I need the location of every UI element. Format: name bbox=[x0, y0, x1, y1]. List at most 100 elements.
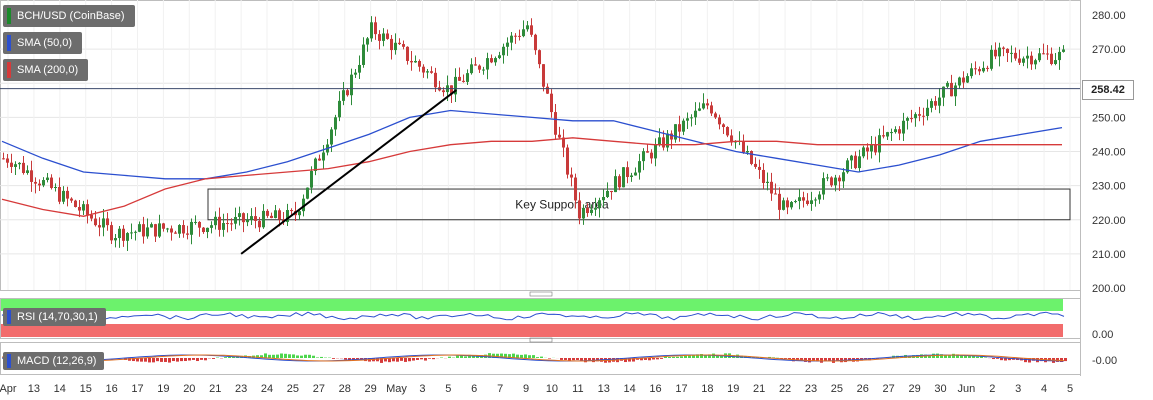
candle-body bbox=[582, 207, 585, 219]
macd-histogram-bar bbox=[384, 358, 387, 362]
legend-sma50[interactable]: SMA (50,0) bbox=[3, 32, 83, 54]
macd-histogram-bar bbox=[964, 354, 967, 358]
candle-body bbox=[2, 158, 5, 160]
candle-body bbox=[1062, 49, 1065, 52]
macd-histogram-bar bbox=[192, 358, 195, 360]
candle-body bbox=[530, 25, 533, 35]
candle-body bbox=[422, 66, 425, 73]
candle-body bbox=[246, 219, 249, 223]
x-tick-label: 10 bbox=[546, 383, 558, 395]
macd-histogram-bar bbox=[864, 358, 867, 359]
legend-symbol[interactable]: BCH/USD (CoinBase) bbox=[3, 5, 135, 27]
candle-body bbox=[474, 64, 477, 66]
candle-body bbox=[914, 114, 917, 119]
candle-body bbox=[690, 117, 693, 119]
macd-histogram-bar bbox=[628, 358, 631, 362]
macd-histogram-bar bbox=[520, 354, 523, 358]
candle-body bbox=[774, 193, 777, 195]
candle-body bbox=[118, 228, 121, 239]
candle-body bbox=[982, 67, 985, 72]
macd-histogram-bar bbox=[1000, 358, 1003, 361]
candle-body bbox=[338, 100, 341, 118]
candle-body bbox=[930, 101, 933, 108]
macd-histogram-bar bbox=[396, 358, 399, 362]
x-tick-label: 3 bbox=[419, 383, 425, 395]
macd-histogram-bar bbox=[752, 356, 755, 358]
candle-body bbox=[842, 172, 845, 182]
support-area-label: Key Support area bbox=[515, 197, 609, 211]
candle-body bbox=[910, 118, 913, 120]
macd-histogram-bar bbox=[464, 356, 467, 358]
macd-histogram-bar bbox=[676, 356, 679, 358]
candle-body bbox=[918, 114, 921, 116]
macd-histogram-bar bbox=[824, 358, 827, 362]
x-tick-label: 29 bbox=[365, 383, 377, 395]
x-tick-label: Jun bbox=[958, 383, 976, 395]
macd-histogram-bar bbox=[1064, 358, 1067, 362]
candle-body bbox=[502, 46, 505, 56]
macd-histogram-bar bbox=[992, 358, 995, 360]
candle-body bbox=[954, 85, 957, 97]
macd-histogram-bar bbox=[400, 358, 403, 361]
candle-body bbox=[726, 127, 729, 136]
candle-body bbox=[762, 169, 765, 183]
macd-histogram-bar bbox=[508, 354, 511, 358]
macd-histogram-bar bbox=[784, 358, 787, 359]
macd-line bbox=[1, 354, 1065, 362]
candle-body bbox=[674, 124, 677, 140]
rsi-label[interactable]: RSI (14,70,30,1) bbox=[3, 308, 106, 326]
macd-histogram-bar bbox=[944, 354, 947, 358]
candle-body bbox=[82, 204, 85, 211]
candle-body bbox=[562, 137, 565, 148]
candle-body bbox=[434, 72, 437, 88]
x-tick-label: 25 bbox=[831, 383, 843, 395]
candle-body bbox=[1030, 55, 1033, 65]
candle-body bbox=[1022, 58, 1025, 63]
candle-body bbox=[626, 167, 629, 177]
candle-body bbox=[766, 181, 769, 183]
x-tick-label: 22 bbox=[779, 383, 791, 395]
macd-histogram-bar bbox=[532, 355, 535, 358]
macd-histogram-bar bbox=[848, 358, 851, 361]
candle-body bbox=[878, 135, 881, 153]
candle-body bbox=[150, 224, 153, 228]
macd-histogram-bar bbox=[184, 358, 187, 362]
macd-histogram-bar bbox=[432, 358, 435, 360]
candle-body bbox=[810, 200, 813, 204]
candle-body bbox=[1042, 53, 1045, 55]
macd-label[interactable]: MACD (12,26,9) bbox=[3, 352, 105, 370]
candle-body bbox=[202, 227, 205, 233]
macd-histogram-bar bbox=[980, 356, 983, 358]
candle-body bbox=[30, 170, 33, 182]
rsi-swatch bbox=[7, 310, 11, 324]
candle-body bbox=[46, 177, 49, 181]
x-tick-label: 7 bbox=[497, 383, 503, 395]
macd-histogram-bar bbox=[960, 354, 963, 358]
candle-body bbox=[866, 147, 869, 152]
macd-histogram-bar bbox=[168, 358, 171, 363]
macd-histogram-bar bbox=[1008, 358, 1011, 361]
candle-body bbox=[94, 218, 97, 226]
candle-body bbox=[58, 187, 61, 202]
x-tick-label: Apr bbox=[0, 383, 17, 395]
price-panel-border bbox=[0, 0, 1081, 291]
macd-histogram-bar bbox=[272, 354, 275, 358]
candle-body bbox=[486, 58, 489, 70]
macd-histogram-bar bbox=[256, 355, 259, 358]
macd-histogram-bar bbox=[524, 354, 527, 358]
macd-tick-label: -0.00 bbox=[1092, 355, 1117, 367]
candles-group bbox=[2, 16, 1065, 251]
candle-body bbox=[106, 218, 109, 226]
legend-sma200[interactable]: SMA (200,0) bbox=[3, 59, 89, 81]
macd-histogram-bar bbox=[332, 358, 335, 359]
macd-histogram-bar bbox=[196, 358, 199, 362]
candle-body bbox=[654, 144, 657, 159]
candle-body bbox=[374, 22, 377, 35]
candle-body bbox=[402, 44, 405, 47]
candle-body bbox=[210, 225, 213, 228]
candle-body bbox=[102, 218, 105, 228]
candle-body bbox=[666, 133, 669, 148]
x-tick-label: 18 bbox=[701, 383, 713, 395]
macd-histogram-bar bbox=[680, 356, 683, 358]
